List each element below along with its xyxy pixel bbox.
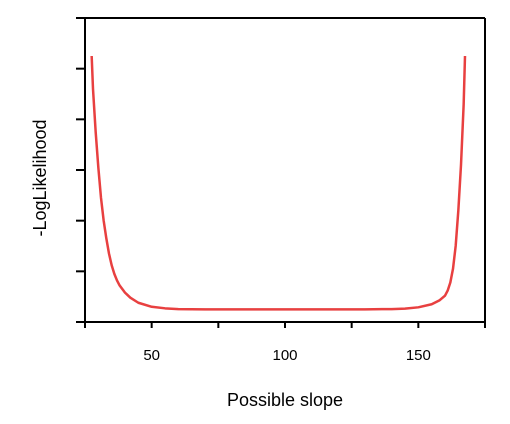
- plot-frame: [84, 17, 486, 323]
- y-axis-title: -LogLikelihood: [30, 119, 50, 236]
- y-ticks: [76, 17, 85, 323]
- x-axis-title: Possible slope: [227, 390, 343, 410]
- series-layer: [90, 55, 467, 311]
- x-tick-label: 150: [406, 347, 431, 364]
- x-ticks: 50 100 150: [84, 322, 486, 364]
- x-tick-label: 50: [143, 347, 160, 364]
- series-line: [90, 55, 467, 311]
- x-tick-label: 100: [272, 347, 297, 364]
